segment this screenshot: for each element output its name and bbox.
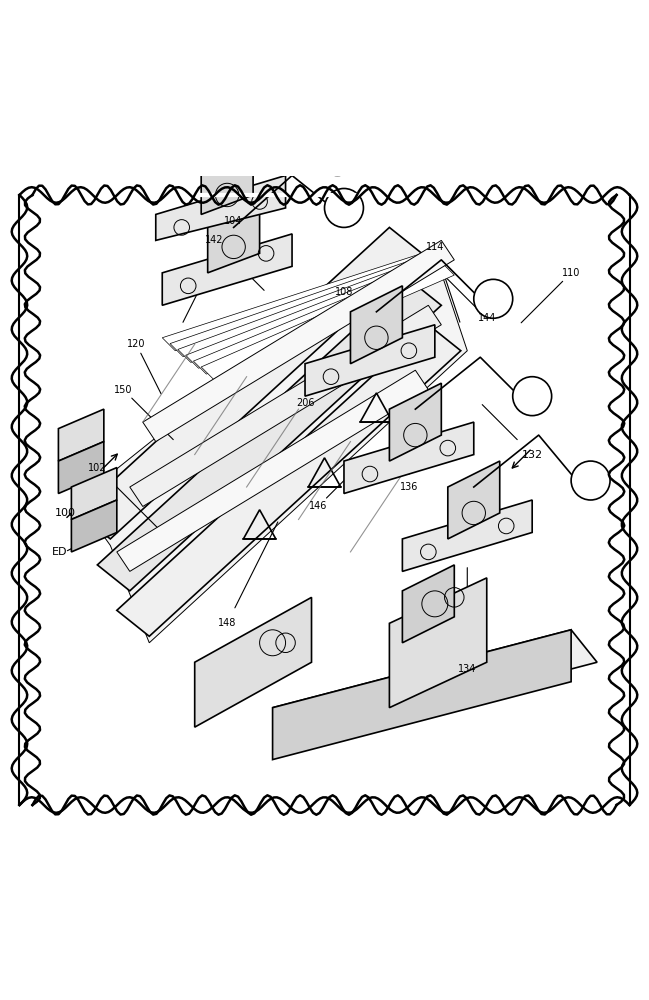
Text: 150: 150 [114,385,132,395]
Text: 114: 114 [426,242,444,252]
Polygon shape [201,150,253,214]
Polygon shape [344,422,474,494]
Text: 148: 148 [218,618,236,628]
Text: 108: 108 [335,287,353,297]
Polygon shape [162,234,292,305]
Polygon shape [195,597,312,727]
Polygon shape [448,461,500,539]
Polygon shape [71,468,117,519]
Polygon shape [273,630,597,740]
Polygon shape [273,630,571,760]
Text: 146: 146 [309,501,327,511]
Polygon shape [130,305,441,506]
Polygon shape [97,279,441,591]
Circle shape [571,461,610,500]
Text: 102: 102 [88,463,106,473]
Polygon shape [162,253,435,351]
Text: 120: 120 [127,339,145,349]
Text: 206: 206 [296,398,314,408]
Polygon shape [305,325,435,396]
Polygon shape [78,227,422,539]
Text: 142: 142 [205,235,223,245]
Polygon shape [178,257,443,362]
Polygon shape [78,240,467,643]
Text: 132: 132 [522,450,543,460]
Text: 134: 134 [458,664,476,674]
Polygon shape [58,409,104,461]
Polygon shape [186,259,447,368]
Polygon shape [58,442,104,494]
Polygon shape [117,325,461,636]
Polygon shape [201,262,454,380]
Polygon shape [350,286,402,364]
Circle shape [318,137,357,176]
Circle shape [513,377,552,416]
Polygon shape [402,565,454,643]
Polygon shape [208,201,260,273]
Text: 104: 104 [225,216,243,226]
Polygon shape [117,370,428,571]
Polygon shape [170,255,439,357]
Polygon shape [143,240,454,442]
Text: 144: 144 [478,313,496,323]
Text: 136: 136 [400,482,418,492]
Polygon shape [402,500,532,571]
Polygon shape [389,383,441,461]
Polygon shape [193,260,450,374]
Circle shape [474,279,513,318]
Text: 100: 100 [55,508,75,518]
Polygon shape [156,176,286,240]
Polygon shape [389,578,487,708]
Circle shape [324,188,363,227]
Polygon shape [71,500,117,552]
Text: 110: 110 [562,268,580,278]
Text: ED: ED [52,547,67,557]
